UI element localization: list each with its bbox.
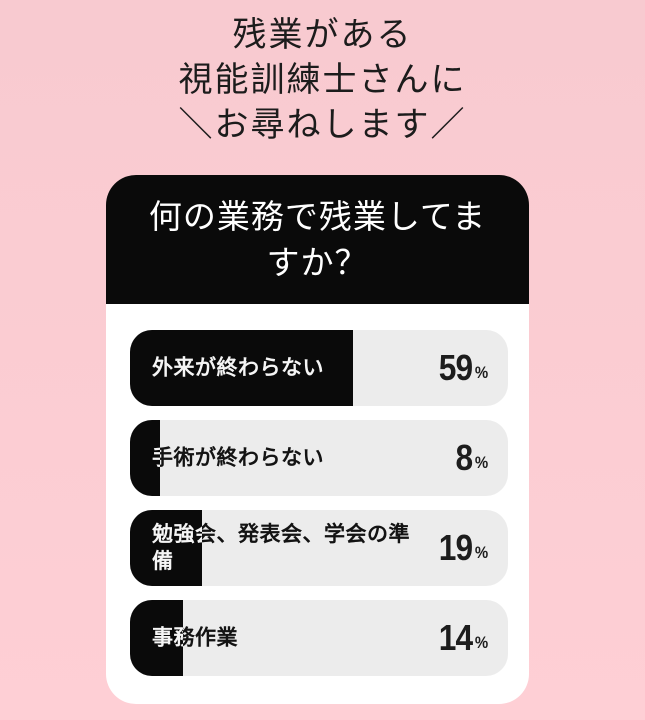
bar-fill xyxy=(130,420,161,496)
bar-fill xyxy=(130,600,183,676)
title-line-2: 視能訓練士さんに xyxy=(178,61,467,99)
results-list: 外来が終わらない 59% 手術が終わらない 8% 勉強会、発表会、学会の準備 1… xyxy=(106,304,529,704)
title-line-1: 残業がある xyxy=(232,16,413,54)
bar-fill xyxy=(130,330,354,406)
percentage-value: 59% xyxy=(439,350,488,386)
answer-label: 事務作業 xyxy=(152,626,238,650)
percentage-value: 19% xyxy=(439,530,488,566)
result-bar: 外来が終わらない 59% xyxy=(130,330,508,406)
question-text: 何の業務で残業してますか？ xyxy=(148,197,487,281)
percentage-number: 8 xyxy=(455,437,473,478)
percentage-number: 14 xyxy=(438,617,473,658)
answer-label: 外来が終わらない xyxy=(152,356,324,380)
answer-label: 勉強会、発表会、学会の準備 xyxy=(152,523,410,573)
percentage-number: 59 xyxy=(438,347,473,388)
poll-card: 何の業務で残業してますか？ 外来が終わらない 59% 手術が終わらない 8% 勉… xyxy=(106,175,529,704)
percent-sign: % xyxy=(474,363,488,382)
result-bar: 事務作業 14% xyxy=(130,600,508,676)
result-bar: 勉強会、発表会、学会の準備 19% xyxy=(130,510,508,586)
percentage-value: 8% xyxy=(455,440,488,476)
result-bar: 手術が終わらない 8% xyxy=(130,420,508,496)
page-title: 残業がある 視能訓練士さんに ＼お尋ねします／ xyxy=(0,0,645,148)
percent-sign: % xyxy=(474,453,488,472)
answer-label: 手術が終わらない xyxy=(152,446,324,470)
percent-sign: % xyxy=(474,543,488,562)
title-line-3: ＼お尋ねします／ xyxy=(178,106,467,144)
bar-fill xyxy=(130,510,202,586)
percent-sign: % xyxy=(474,633,488,652)
question-header: 何の業務で残業してますか？ xyxy=(106,175,529,304)
percentage-number: 19 xyxy=(438,527,473,568)
percentage-value: 14% xyxy=(439,620,488,656)
